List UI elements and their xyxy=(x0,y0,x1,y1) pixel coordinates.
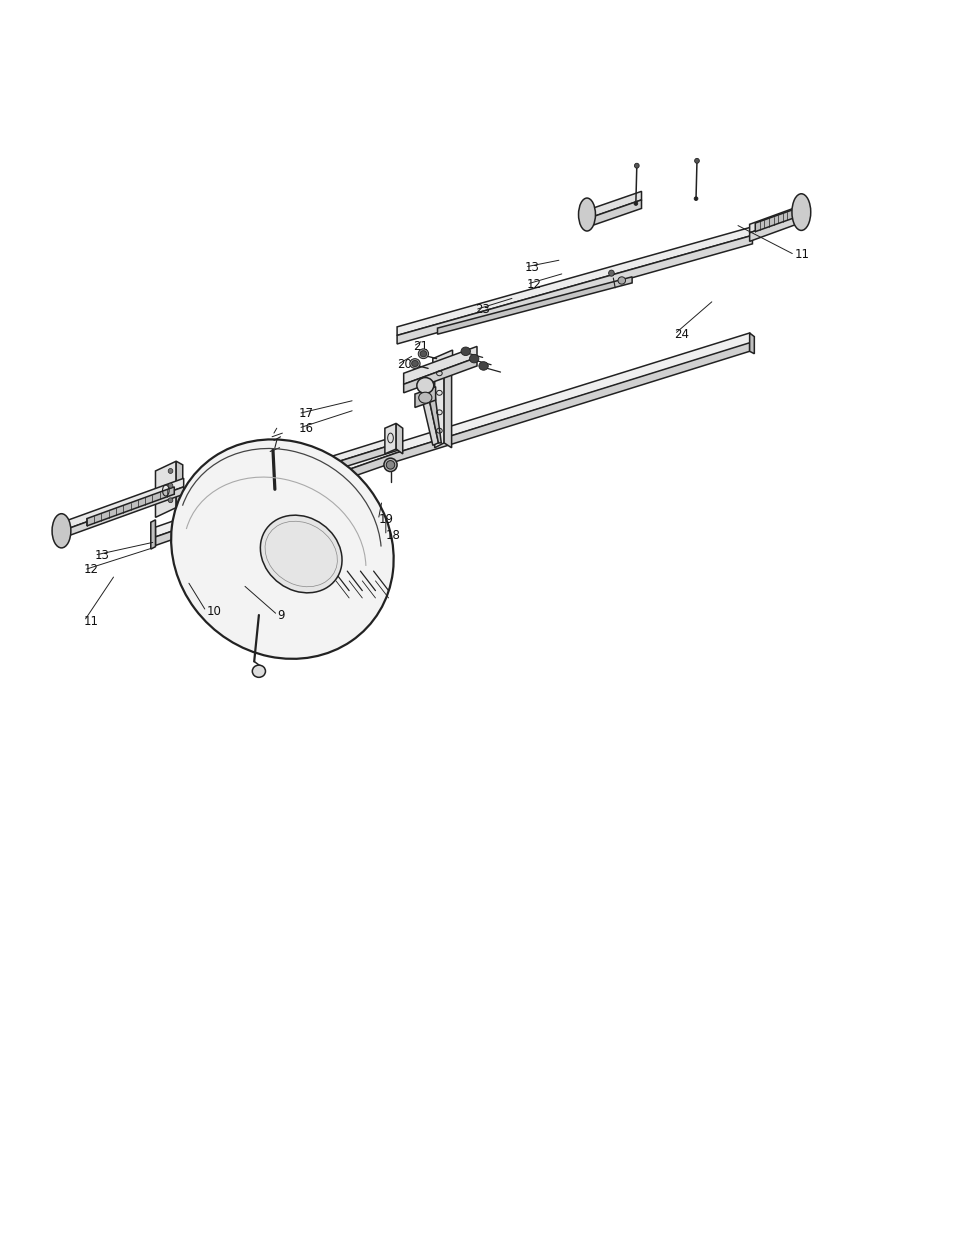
Polygon shape xyxy=(87,487,174,526)
Polygon shape xyxy=(266,446,280,463)
Ellipse shape xyxy=(634,201,638,205)
Ellipse shape xyxy=(52,514,71,548)
Ellipse shape xyxy=(791,194,810,231)
Ellipse shape xyxy=(460,347,470,356)
Polygon shape xyxy=(194,443,397,514)
Ellipse shape xyxy=(618,277,625,284)
Ellipse shape xyxy=(386,461,395,469)
Text: 20: 20 xyxy=(396,358,412,372)
Polygon shape xyxy=(437,277,632,335)
Text: 11: 11 xyxy=(84,615,99,627)
Polygon shape xyxy=(58,478,184,532)
Ellipse shape xyxy=(383,458,396,472)
Ellipse shape xyxy=(469,354,478,363)
Polygon shape xyxy=(755,209,796,232)
Ellipse shape xyxy=(168,483,172,488)
Polygon shape xyxy=(444,359,451,448)
Polygon shape xyxy=(58,487,184,540)
Ellipse shape xyxy=(416,378,434,394)
Text: 16: 16 xyxy=(298,421,313,435)
Ellipse shape xyxy=(417,348,428,358)
Text: 10: 10 xyxy=(206,605,221,618)
Polygon shape xyxy=(396,236,752,345)
Text: 18: 18 xyxy=(385,529,400,542)
Polygon shape xyxy=(749,214,802,241)
Ellipse shape xyxy=(478,362,488,370)
Text: 21: 21 xyxy=(413,340,428,353)
Text: 12: 12 xyxy=(84,563,99,577)
Text: 24: 24 xyxy=(674,327,689,341)
Ellipse shape xyxy=(168,468,172,473)
Polygon shape xyxy=(155,333,752,537)
Polygon shape xyxy=(403,346,476,384)
Ellipse shape xyxy=(694,158,699,163)
Ellipse shape xyxy=(252,666,265,677)
Polygon shape xyxy=(176,461,183,511)
Ellipse shape xyxy=(171,440,394,658)
Polygon shape xyxy=(424,377,441,443)
Text: 19: 19 xyxy=(378,514,393,526)
Ellipse shape xyxy=(694,196,698,200)
Polygon shape xyxy=(749,333,754,353)
Ellipse shape xyxy=(410,358,419,368)
Ellipse shape xyxy=(578,198,595,231)
Polygon shape xyxy=(417,377,438,446)
Ellipse shape xyxy=(418,393,432,403)
Polygon shape xyxy=(584,191,640,220)
Ellipse shape xyxy=(412,361,417,367)
Text: 13: 13 xyxy=(524,261,539,273)
Text: 13: 13 xyxy=(94,548,110,562)
Text: 11: 11 xyxy=(794,248,809,262)
Polygon shape xyxy=(194,436,397,506)
Polygon shape xyxy=(749,205,802,233)
Text: 17: 17 xyxy=(298,408,313,420)
Ellipse shape xyxy=(260,515,342,593)
Ellipse shape xyxy=(419,351,426,357)
Polygon shape xyxy=(584,200,640,228)
Ellipse shape xyxy=(168,498,172,503)
Ellipse shape xyxy=(634,163,639,168)
Polygon shape xyxy=(151,520,155,550)
Ellipse shape xyxy=(608,270,614,277)
Text: 9: 9 xyxy=(277,609,285,621)
Polygon shape xyxy=(155,343,749,546)
Text: 12: 12 xyxy=(526,278,541,290)
Polygon shape xyxy=(435,359,444,448)
Polygon shape xyxy=(403,357,476,393)
Polygon shape xyxy=(415,387,436,408)
Polygon shape xyxy=(433,350,452,367)
Polygon shape xyxy=(384,424,395,454)
Text: 23: 23 xyxy=(475,304,490,316)
Polygon shape xyxy=(396,227,752,336)
Polygon shape xyxy=(155,461,176,517)
Polygon shape xyxy=(395,424,402,454)
